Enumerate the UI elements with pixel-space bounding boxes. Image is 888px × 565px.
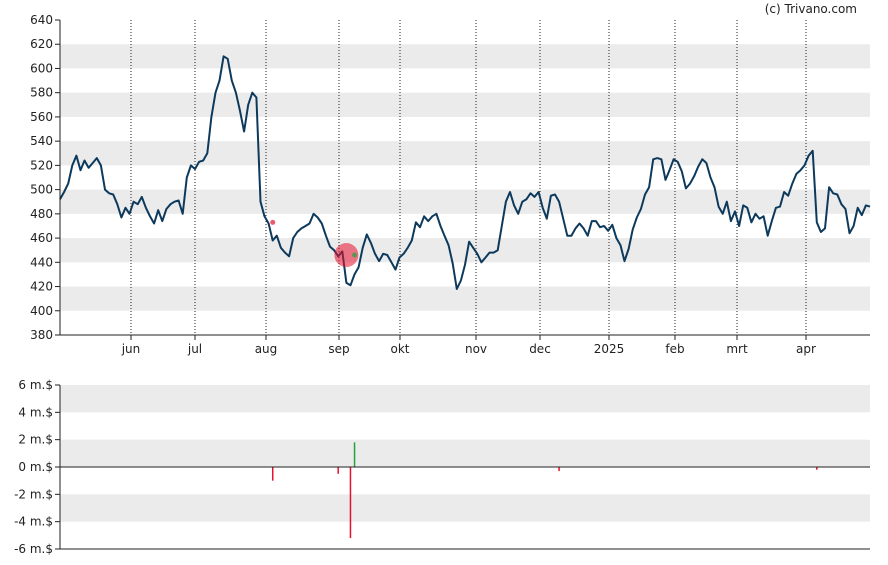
volume-tick-label: 4 m.$: [18, 405, 53, 419]
volume-panel-frame: [59, 385, 870, 550]
volume-bars: [271, 442, 818, 539]
volume-tick-label: -6 m.$: [14, 542, 53, 556]
month-tick-label: feb: [665, 342, 684, 356]
volume-tick-label: -2 m.$: [14, 487, 53, 501]
price-tick-label: 420: [30, 280, 53, 294]
price-panel-bands: [60, 44, 870, 311]
purchase-marker: [352, 252, 358, 258]
month-tick-label: dec: [529, 342, 551, 356]
trade-markers: [270, 219, 359, 268]
price-y-axis: 640 620 600 580 560 540 520 500 480 460 440 420 400 3…: [30, 13, 60, 342]
price-tick-label: 500: [30, 183, 53, 197]
price-panel-frame: [59, 20, 870, 336]
price-tick-label: 560: [30, 110, 53, 124]
sale-marker: [270, 219, 276, 225]
month-tick-label: mrt: [726, 342, 748, 356]
volume-band: [60, 494, 870, 522]
price-series: [59, 55, 871, 290]
credit-label: (c) Trivano.com: [765, 2, 857, 16]
volume-panel-bands: [60, 385, 870, 522]
month-tick-label: sep: [328, 342, 349, 356]
month-tick-label: jul: [187, 342, 202, 356]
month-tick-label: okt: [391, 342, 410, 356]
month-tick-label: nov: [465, 342, 487, 356]
month-tick-label: jun: [121, 342, 141, 356]
volume-tick-label: 0 m.$: [18, 460, 53, 474]
volume-band: [60, 385, 870, 413]
price-band: [60, 238, 870, 263]
price-band: [60, 44, 870, 69]
price-tick-label: 520: [30, 158, 53, 172]
month-tick-label: 2025: [594, 342, 625, 356]
volume-tick-label: -4 m.$: [14, 515, 53, 529]
price-tick-label: 600: [30, 61, 53, 75]
month-tick-label: apr: [796, 342, 816, 356]
price-tick-label: 620: [30, 37, 53, 51]
month-axis: jun jul aug sep okt nov dec 2025 feb mrt apr: [121, 335, 816, 356]
price-tick-label: 380: [30, 328, 53, 342]
price-band: [60, 141, 870, 166]
volume-tick-label: 2 m.$: [18, 433, 53, 447]
volume-y-axis: 6 m.$ 4 m.$ 2 m.$ 0 m.$ -2 m.$ -4 m.$ -6 m.$: [14, 378, 60, 556]
price-band: [60, 92, 870, 117]
month-tick-label: aug: [255, 342, 278, 356]
price-tick-label: 480: [30, 207, 53, 221]
price-tick-label: 640: [30, 13, 53, 27]
price-tick-label: 580: [30, 86, 53, 100]
price-tick-label: 540: [30, 134, 53, 148]
price-tick-label: 440: [30, 255, 53, 269]
price-tick-label: 460: [30, 231, 53, 245]
price-line: [59, 55, 871, 290]
volume-tick-label: 6 m.$: [18, 378, 53, 392]
volume-band: [60, 439, 870, 467]
sale-marker: [334, 243, 359, 268]
price-band: [60, 286, 870, 311]
price-tick-label: 400: [30, 304, 53, 318]
